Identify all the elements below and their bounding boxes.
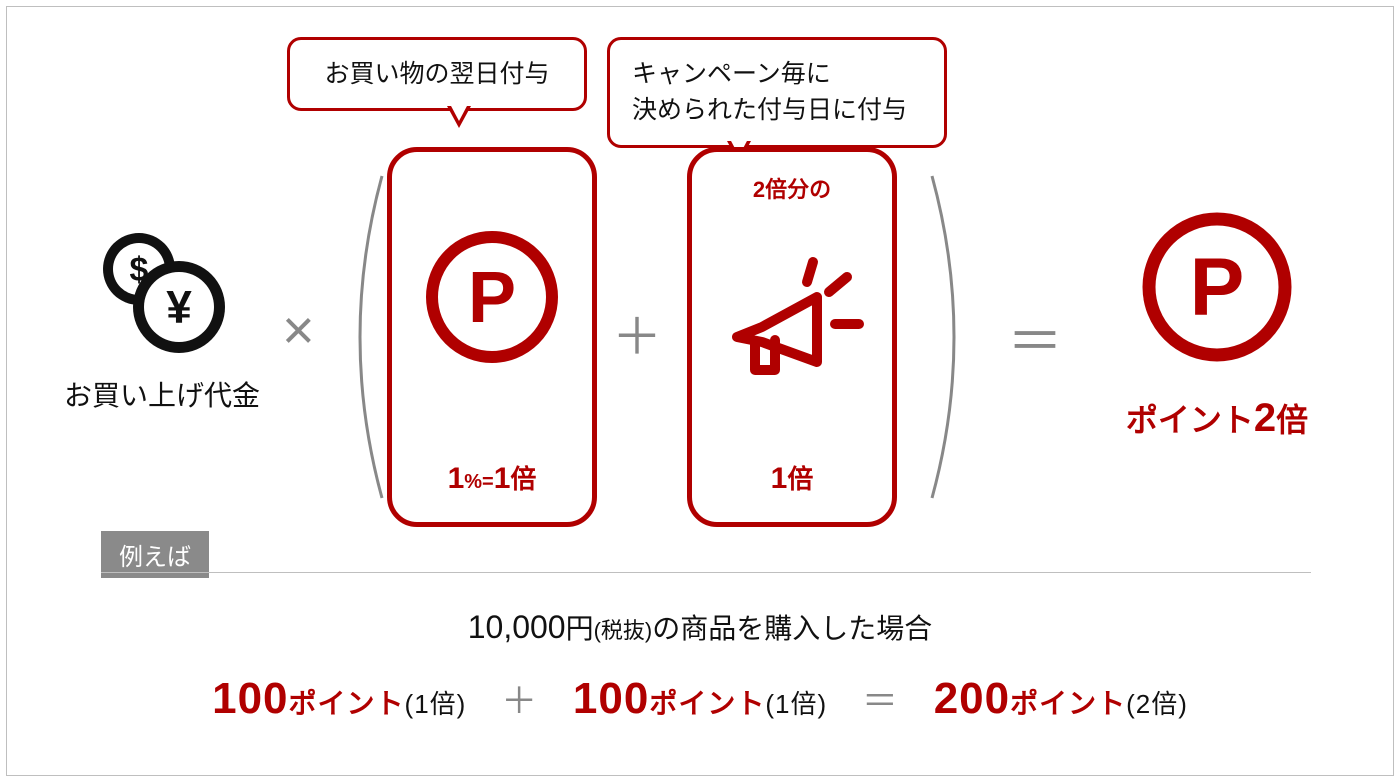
campaign-points-card: 2倍分の 1倍 <box>687 147 897 527</box>
example-tag: 例えば <box>101 531 209 578</box>
campaign-multiplier-label: 2倍分の <box>692 172 892 204</box>
operator-equals: ＝ <box>1007 297 1063 378</box>
base-points-card: P 1%=1倍 <box>387 147 597 527</box>
money-icon: $ ¥ <box>87 344 237 361</box>
term1-unit: ポイント <box>289 688 405 719</box>
num: 1 <box>494 462 511 495</box>
example-equation: 100ポイント(1倍) ＋ 100ポイント(1倍) ＝ 200ポイント(2倍) <box>7 672 1393 724</box>
points-icon: P <box>1132 359 1302 376</box>
pct: %= <box>464 471 493 493</box>
svg-text:¥: ¥ <box>166 281 192 333</box>
num: 1 <box>448 462 465 495</box>
term2-unit: ポイント <box>649 688 765 719</box>
result-num: 200 <box>934 674 1010 723</box>
result-mult: (2倍) <box>1126 689 1188 719</box>
points-icon: P <box>392 222 592 372</box>
yen: 円 <box>566 613 594 644</box>
campaign-rate-label: 1倍 <box>771 459 814 496</box>
base-rate-label: 1%=1倍 <box>448 459 537 496</box>
purchase-amount-block: $ ¥ お買い上げ代金 <box>62 227 262 414</box>
purchase-amount-label: お買い上げ代金 <box>62 374 262 414</box>
paren-left <box>332 172 392 502</box>
callout-tail-inner <box>450 104 468 121</box>
term1-num: 100 <box>212 674 288 723</box>
result-label: ポイント2倍 <box>1087 395 1347 441</box>
num: 1 <box>771 462 788 495</box>
prefix: ポイント <box>1126 402 1254 438</box>
paren-right <box>922 172 982 502</box>
result-block: P ポイント2倍 <box>1087 202 1347 441</box>
callout-next-day: お買い物の翌日付与 <box>287 37 587 111</box>
operator-multiply: × <box>282 297 315 362</box>
operator-equals: ＝ <box>836 680 925 721</box>
megaphone-icon <box>692 242 892 392</box>
callout-campaign: キャンペーン毎に決められた付与日に付与 <box>607 37 947 148</box>
bai: 倍 <box>787 464 813 494</box>
suffix: 倍 <box>1276 402 1308 438</box>
callout-text: キャンペーン毎に決められた付与日に付与 <box>632 60 907 124</box>
operator-plus: ＋ <box>475 680 564 721</box>
svg-text:P: P <box>1190 242 1245 333</box>
amount: 10,000 <box>468 609 566 645</box>
tail: の商品を購入した場合 <box>652 613 932 644</box>
bai: 倍 <box>510 464 536 494</box>
num: 2 <box>1254 396 1276 440</box>
divider <box>101 572 1311 573</box>
result-unit: ポイント <box>1010 688 1126 719</box>
term2-num: 100 <box>573 674 649 723</box>
term1-mult: (1倍) <box>405 689 467 719</box>
operator-plus: ＋ <box>612 297 662 369</box>
callout-text: お買い物の翌日付与 <box>324 60 549 88</box>
term2-mult: (1倍) <box>765 689 827 719</box>
tax-note: (税抜) <box>594 618 653 643</box>
svg-text:P: P <box>468 258 516 338</box>
diagram-frame: お買い物の翌日付与 キャンペーン毎に決められた付与日に付与 $ ¥ <box>6 6 1394 776</box>
formula-row: お買い物の翌日付与 キャンペーン毎に決められた付与日に付与 $ ¥ <box>7 37 1393 507</box>
example-heading: 10,000円(税抜)の商品を購入した場合 <box>7 607 1393 647</box>
